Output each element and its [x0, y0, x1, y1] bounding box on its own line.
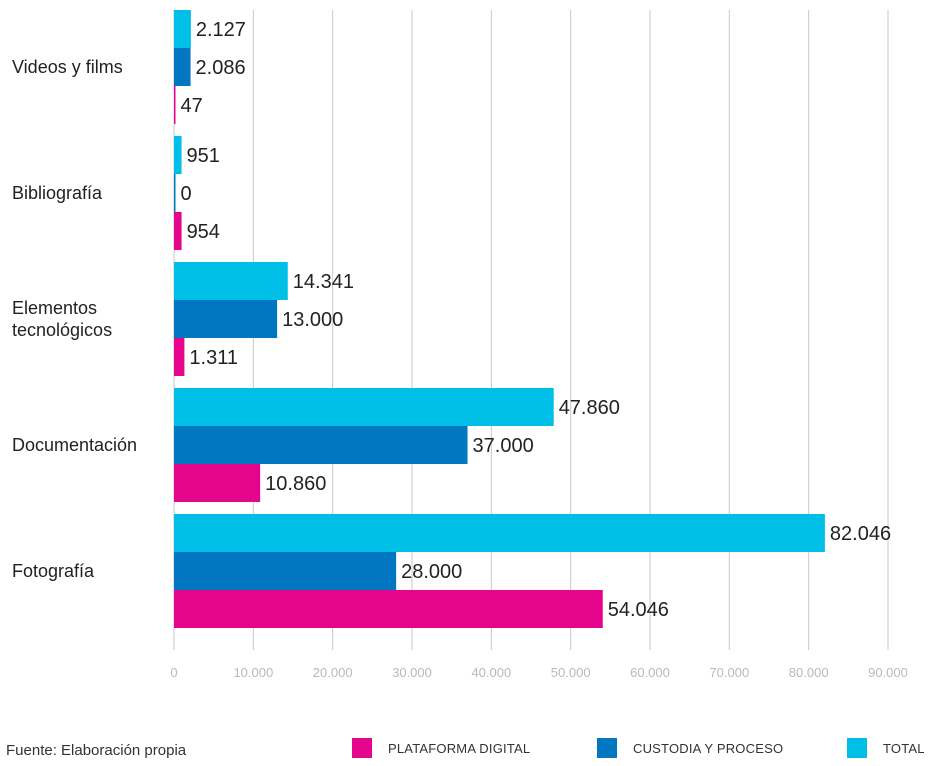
- bar: [174, 426, 468, 464]
- legend-item: CUSTODIA Y PROCESO: [597, 738, 783, 758]
- bar: [174, 86, 176, 124]
- data-label: 47: [181, 95, 203, 117]
- x-tick-label: 30.000: [392, 665, 432, 680]
- x-tick-label: 40.000: [471, 665, 511, 680]
- data-label: 0: [181, 183, 192, 205]
- data-label: 2.127: [196, 19, 246, 41]
- data-label: 14.341: [293, 271, 354, 293]
- legend-item: PLATAFORMA DIGITAL: [352, 738, 530, 758]
- data-label: 37.000: [473, 435, 534, 457]
- bar: [174, 48, 191, 86]
- legend-swatch: [847, 738, 867, 758]
- data-label: 28.000: [401, 561, 462, 583]
- x-tick-label: 60.000: [630, 665, 670, 680]
- legend-item: TOTAL: [847, 738, 925, 758]
- x-tick-label: 80.000: [789, 665, 829, 680]
- bar: [174, 552, 397, 590]
- data-label: 1.311: [189, 347, 238, 369]
- source-note: Fuente: Elaboración propia: [6, 742, 187, 759]
- data-label: 954: [187, 221, 220, 243]
- bar: [174, 590, 603, 628]
- bar: [174, 212, 182, 250]
- legend-label: PLATAFORMA DIGITAL: [388, 740, 531, 756]
- data-label: 13.000: [282, 309, 343, 331]
- category-label: Elementos tecnológicos: [12, 298, 112, 340]
- data-label: 2.086: [196, 57, 246, 79]
- bar: [174, 10, 191, 48]
- bar: [174, 136, 182, 174]
- legend-label: CUSTODIA Y PROCESO: [633, 740, 784, 756]
- data-label: 10.860: [265, 473, 326, 495]
- x-tick-labels: 0 10.000 20.000 30.000 40.000 50.000 60.000 70.…: [170, 665, 908, 680]
- data-label: 951: [187, 145, 220, 167]
- x-tick-label: 20.000: [313, 665, 353, 680]
- x-tick-label: 70.000: [709, 665, 749, 680]
- category-label: Fotografía: [12, 561, 95, 581]
- data-label: 47.860: [559, 397, 620, 419]
- category-labels: Videos y films Bibliografía Elementos tecno…: [12, 57, 137, 581]
- x-tick-label: 50.000: [551, 665, 591, 680]
- category-label: Videos y films: [12, 57, 123, 77]
- bar: [174, 338, 185, 376]
- bar: [174, 300, 278, 338]
- bar: [174, 464, 261, 502]
- value-labels: 2.127 2.086 47 951 0 954 14.341 13.000 1.311 47.8…: [181, 19, 892, 621]
- bar-chart: 2.127 2.086 47 951 0 954 14.341 13.000 1.311 47.8…: [12, 10, 908, 680]
- bar: [174, 388, 554, 426]
- bar: [174, 174, 176, 212]
- category-label: Documentación: [12, 435, 137, 455]
- grid-lines: [173, 10, 889, 650]
- category-label: Bibliografía: [12, 183, 103, 203]
- data-label: 82.046: [830, 523, 891, 545]
- data-label: 54.046: [608, 599, 669, 621]
- legend-label: TOTAL: [883, 740, 925, 756]
- x-tick-label: 90.000: [868, 665, 908, 680]
- bars: [174, 10, 825, 628]
- x-tick-label: 0: [170, 665, 177, 680]
- bar: [174, 262, 288, 300]
- x-tick-label: 10.000: [233, 665, 273, 680]
- legend-swatch: [352, 738, 372, 758]
- bar: [174, 514, 825, 552]
- legend-swatch: [597, 738, 617, 758]
